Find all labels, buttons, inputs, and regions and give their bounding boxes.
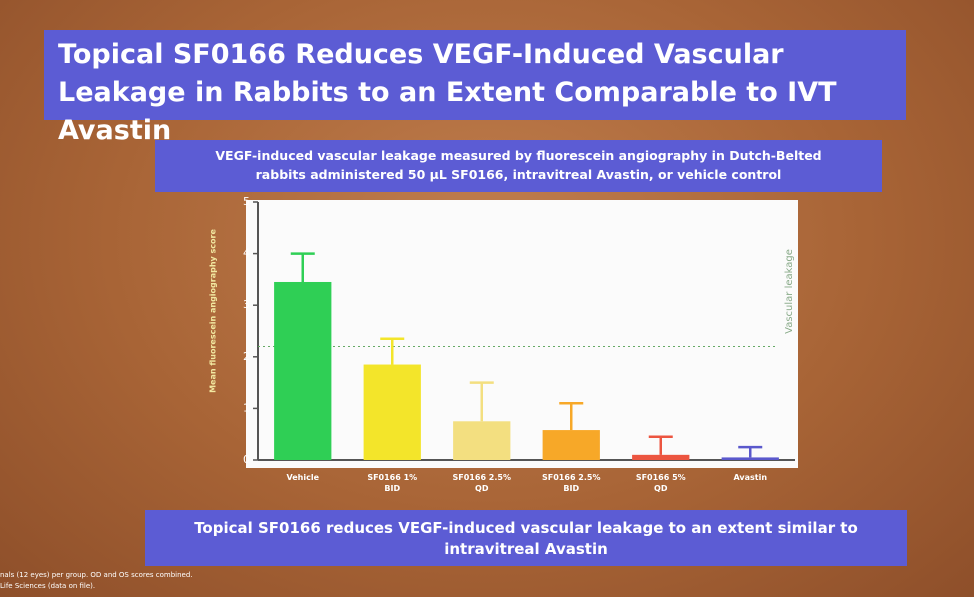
x-tick-label: Vehicle: [286, 473, 320, 482]
bar: [274, 281, 332, 460]
error-bar: [290, 252, 315, 282]
x-tick-label: SF0166 1% BID: [367, 473, 418, 493]
conclusion: Topical SF0166 reduces VEGF-induced vasc…: [145, 510, 907, 566]
chart-subtitle: VEGF-induced vascular leakage measured b…: [155, 140, 882, 192]
y-tick-label: 4: [243, 247, 250, 260]
error-bar: [738, 445, 763, 458]
footnote: nals (12 eyes) per group. OD and OS scor…: [0, 571, 193, 579]
y-tick-label: 5: [243, 195, 250, 208]
error-bar: [380, 337, 405, 365]
x-tick-label: SF0166 5% QD: [635, 473, 686, 493]
plot-area: [246, 200, 798, 468]
error-bar: [469, 381, 494, 422]
bar: [363, 364, 421, 460]
y-tick-label: 1: [243, 401, 250, 414]
slide-title: Topical SF0166 Reduces VEGF-Induced Vasc…: [44, 30, 906, 146]
y-axis-label: Mean fluorescein angiography score: [209, 229, 218, 393]
error-bar: [648, 435, 673, 455]
threshold-label: Vascular leakage: [784, 249, 795, 334]
y-tick-label: 3: [243, 298, 250, 311]
y-tick-label: 2: [243, 350, 250, 363]
y-tick-label: 0: [243, 453, 250, 466]
x-tick-label: Avastin: [733, 473, 768, 482]
bar: [632, 454, 690, 460]
footnote: Life Sciences (data on file).: [0, 582, 96, 590]
bar: [721, 457, 779, 460]
x-tick-label: SF0166 2.5% BID: [542, 473, 601, 493]
bar: [453, 421, 511, 460]
x-tick-label: SF0166 2.5% QD: [452, 473, 511, 493]
error-bar: [559, 401, 584, 431]
bar: [542, 430, 600, 460]
